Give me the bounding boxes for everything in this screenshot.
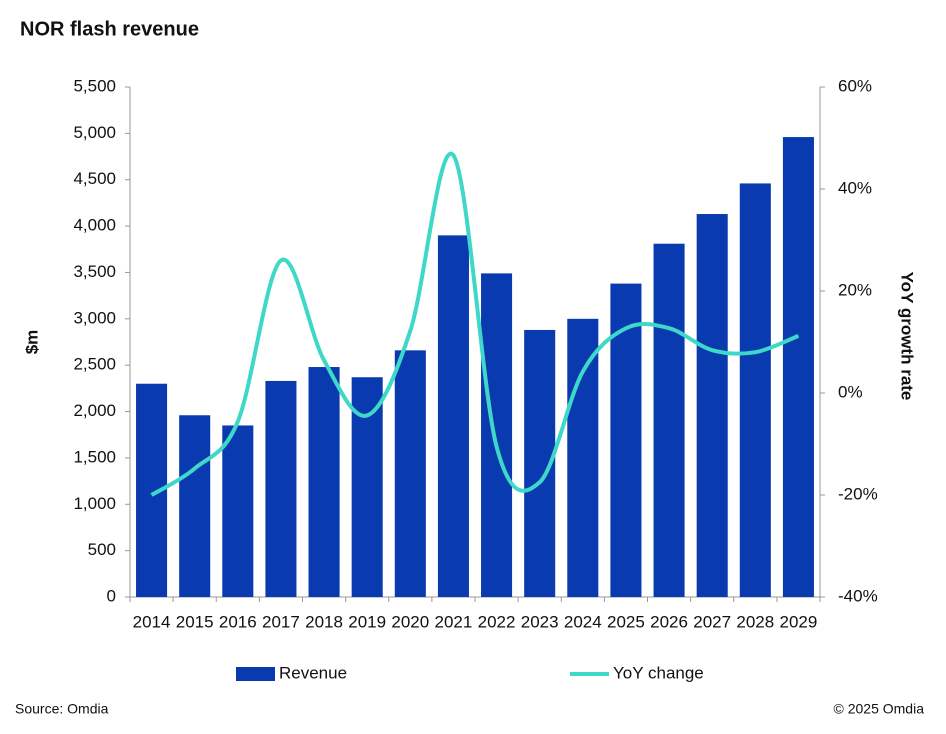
y-tick-label: 2,000 — [73, 401, 116, 420]
x-tick-label: 2021 — [435, 612, 473, 631]
bar — [394, 350, 426, 597]
legend-swatch — [236, 667, 275, 681]
bar — [739, 183, 771, 597]
y-tick-label: 4,000 — [73, 216, 116, 235]
y2-tick-label: -40% — [838, 586, 878, 605]
y-tick-label: 2,500 — [73, 355, 116, 374]
x-tick-label: 2029 — [780, 612, 818, 631]
y2-tick-label: 0% — [838, 382, 863, 401]
x-tick-label: 2017 — [262, 612, 300, 631]
y2-axis-label: YoY growth rate — [898, 272, 917, 401]
y-tick-label: 3,000 — [73, 308, 116, 327]
y-tick-label: 1,500 — [73, 447, 116, 466]
legend-label: Revenue — [279, 663, 347, 682]
bar — [782, 137, 814, 597]
bar — [610, 283, 642, 597]
y-tick-label: 500 — [88, 540, 116, 559]
y-tick-label: 5,000 — [73, 123, 116, 142]
legend-label: YoY change — [613, 663, 704, 682]
y-tick-label: 1,000 — [73, 494, 116, 513]
x-tick-label: 2014 — [133, 612, 171, 631]
chart-title: NOR flash revenue — [20, 18, 199, 40]
x-tick-label: 2020 — [391, 612, 429, 631]
y-tick-label: 4,500 — [73, 169, 116, 188]
copyright: © 2025 Omdia — [834, 701, 925, 717]
bar — [567, 318, 599, 597]
x-tick-label: 2019 — [348, 612, 386, 631]
y2-tick-label: 40% — [838, 178, 872, 197]
source: Source: Omdia — [15, 701, 109, 717]
x-tick-label: 2023 — [521, 612, 559, 631]
bar — [481, 273, 513, 597]
y-tick-label: 3,500 — [73, 262, 116, 281]
y-axis-label: $m — [22, 330, 41, 355]
yoy-line — [150, 151, 800, 497]
y2-tick-label: 20% — [838, 280, 872, 299]
x-tick-label: 2016 — [219, 612, 257, 631]
bar — [437, 235, 469, 597]
y2-tick-label: 60% — [838, 76, 872, 95]
bar — [265, 380, 297, 597]
x-tick-label: 2025 — [607, 612, 645, 631]
bar — [222, 425, 254, 597]
bar — [179, 415, 211, 597]
x-tick-label: 2024 — [564, 612, 602, 631]
x-tick-label: 2022 — [478, 612, 516, 631]
bar — [308, 367, 340, 597]
x-tick-label: 2018 — [305, 612, 343, 631]
bar — [653, 243, 685, 597]
x-tick-label: 2028 — [736, 612, 774, 631]
y-tick-label: 5,500 — [73, 76, 116, 95]
y2-tick-label: -20% — [838, 484, 878, 503]
bar — [696, 214, 728, 597]
y-tick-label: 0 — [107, 586, 116, 605]
x-tick-label: 2026 — [650, 612, 688, 631]
x-tick-label: 2027 — [693, 612, 731, 631]
x-tick-label: 2015 — [176, 612, 214, 631]
